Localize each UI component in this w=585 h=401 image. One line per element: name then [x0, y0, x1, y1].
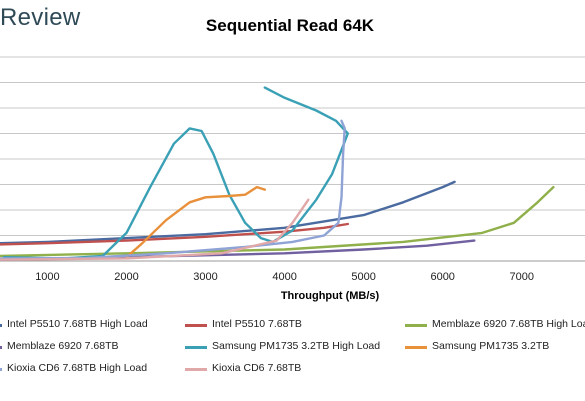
chart-legend: Intel P5510 7.68TB High Load Intel P5510 … — [0, 318, 585, 398]
chart-x-ticks: 1000 2000 3000 4000 5000 6000 7000 — [35, 271, 534, 283]
legend-swatch — [405, 346, 427, 349]
legend-swatch — [0, 368, 2, 371]
legend-swatch — [185, 368, 207, 371]
chart-plot-area: 1000 2000 3000 4000 5000 6000 7000 — [0, 56, 585, 283]
legend-swatch — [405, 324, 427, 327]
x-tick-label: 4000 — [272, 271, 296, 283]
x-tick-label: 5000 — [351, 271, 375, 283]
series-line-1 — [0, 180, 456, 245]
legend-label: Memblaze 6920 7.68TB — [7, 340, 119, 352]
x-tick-label: 1000 — [35, 271, 59, 283]
series-line-8 — [0, 198, 310, 261]
x-tick-label: 6000 — [430, 271, 454, 283]
legend-swatch — [0, 346, 2, 349]
chart-title: Sequential Read 64K — [205, 16, 375, 35]
legend-swatch — [185, 324, 207, 327]
legend-label: Memblaze 6920 7.68TB High Load — [432, 318, 585, 330]
x-tick-label: 3000 — [193, 271, 217, 283]
legend-swatch — [0, 324, 2, 327]
series-line-7 — [0, 119, 346, 260]
x-tick-label: 7000 — [510, 271, 534, 283]
x-tick-label: 2000 — [114, 271, 138, 283]
legend-swatch — [185, 346, 207, 349]
legend-label: Samsung PM1735 3.2TB — [432, 340, 550, 352]
series-line-2 — [0, 222, 349, 246]
legend-label: Intel P5510 7.68TB High Load — [7, 318, 148, 330]
series-line-3 — [0, 185, 555, 258]
legend-label: Samsung PM1735 3.2TB High Load — [212, 340, 381, 352]
legend-label: Kioxia CD6 7.68TB — [212, 362, 302, 374]
chart-series-group — [0, 86, 555, 261]
series-line-5 — [2, 86, 349, 260]
x-axis-label: Throughput (MB/s) — [280, 290, 380, 302]
brand-logo: Review — [0, 4, 81, 31]
legend-label: Intel P5510 7.68TB — [212, 318, 302, 330]
chart-gridlines — [0, 56, 585, 262]
series-line-6 — [125, 185, 266, 259]
legend-label: Kioxia CD6 7.68TB High Load — [7, 362, 148, 374]
